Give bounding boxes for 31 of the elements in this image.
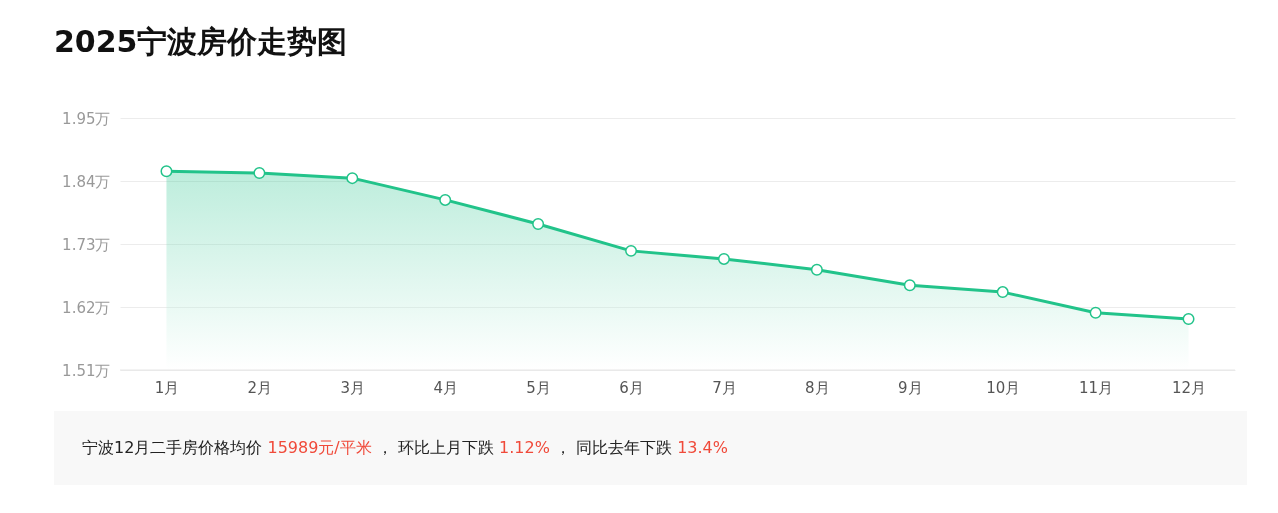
point <box>439 193 452 206</box>
point <box>903 279 916 292</box>
chart-title: 2025宁波房价走势图 <box>54 23 348 61</box>
x-tick-label: 9月 <box>898 378 923 397</box>
y-tick-label: 1.62万 <box>62 298 111 317</box>
point <box>532 217 545 230</box>
point <box>1182 313 1195 326</box>
x-tick-label: 2月 <box>247 378 273 397</box>
point <box>996 286 1009 299</box>
x-tick-label: 10月 <box>986 378 1021 397</box>
x-tick-label: 7月 <box>712 378 737 397</box>
x-tick-label: 3月 <box>340 378 366 397</box>
point <box>1089 306 1102 319</box>
x-tick-label: 11月 <box>1079 378 1114 397</box>
y-tick-label: 1.73万 <box>62 235 111 254</box>
x-tick-label: 4月 <box>433 378 458 397</box>
x-tick-label: 1月 <box>154 378 180 397</box>
y-tick-label: 1.84万 <box>62 172 111 191</box>
point <box>625 244 638 257</box>
x-tick-label: 12月 <box>1171 378 1207 397</box>
text: 宁波12月二手房价格均价 15989元/平米 ， 环比上月下跌 1.12% ， 同比去年下跌 13.4% <box>82 438 728 457</box>
x-tick-label: 6月 <box>619 378 644 397</box>
y-tick-label: 1.95万 <box>62 109 111 128</box>
point <box>810 263 823 276</box>
x-tick-label: 8月 <box>805 378 830 397</box>
point <box>717 252 730 265</box>
y-tick-label: 1.51万 <box>62 361 111 380</box>
point <box>253 167 266 179</box>
point <box>346 172 359 185</box>
x-tick-label: 5月 <box>526 378 551 397</box>
point <box>160 165 173 178</box>
